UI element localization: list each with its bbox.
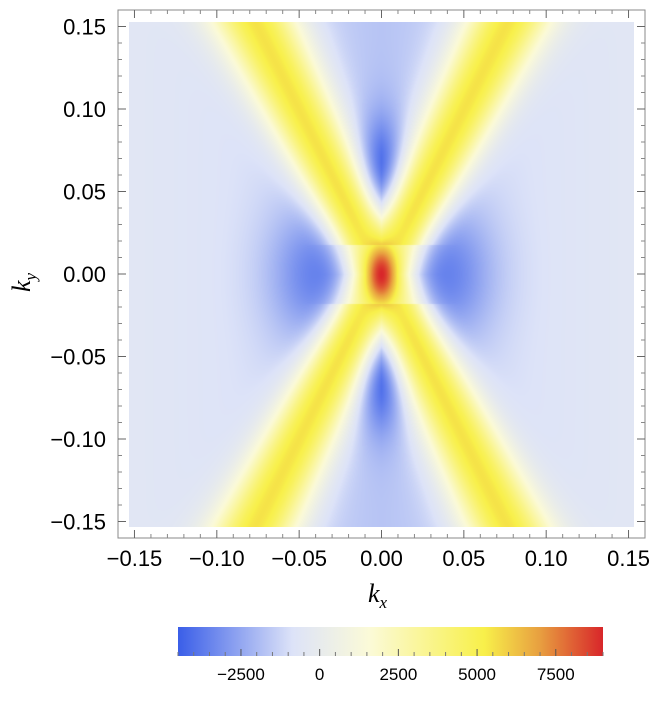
x-axis-tick-labels: −0.15 −0.10 −0.05 0.00 0.05 0.10 0.15 [107,546,650,571]
colorbar-tick-label: 2500 [379,665,417,684]
x-tick-label: 0.10 [525,546,568,571]
colorbar-tick-label: 0 [315,665,324,684]
x-tick-label: 0.15 [607,546,650,571]
y-tick-label: −0.15 [50,510,106,535]
colorbar-tick-label: 5000 [458,665,496,684]
y-tick-label: −0.10 [50,427,106,452]
y-axis-tick-labels: 0.15 0.10 0.05 0.00 −0.05 −0.10 −0.15 [50,15,106,535]
colorbar [178,627,603,656]
colorbar-tick-label: 7500 [537,665,575,684]
x-tick-label: 0.05 [442,546,485,571]
y-tick-label: −0.05 [50,345,106,370]
x-axis-label: kx [368,579,388,612]
y-tick-label: 0.15 [63,15,106,40]
colorbar-tick-label: −2500 [217,665,265,684]
y-axis-label: ky [7,272,40,292]
y-tick-label: 0.00 [63,262,106,287]
y-axis-ticks [118,9,645,539]
colorbar-tick-labels: −2500 0 2500 5000 7500 [217,665,575,684]
x-axis-ticks [117,10,646,538]
heatmap-image [129,22,634,527]
x-tick-label: 0.00 [360,546,403,571]
colorbar-ticks [177,649,604,656]
x-tick-label: −0.15 [107,546,163,571]
y-tick-label: 0.10 [63,97,106,122]
y-tick-label: 0.05 [63,180,106,205]
x-tick-label: −0.05 [271,546,327,571]
x-tick-label: −0.10 [189,546,245,571]
